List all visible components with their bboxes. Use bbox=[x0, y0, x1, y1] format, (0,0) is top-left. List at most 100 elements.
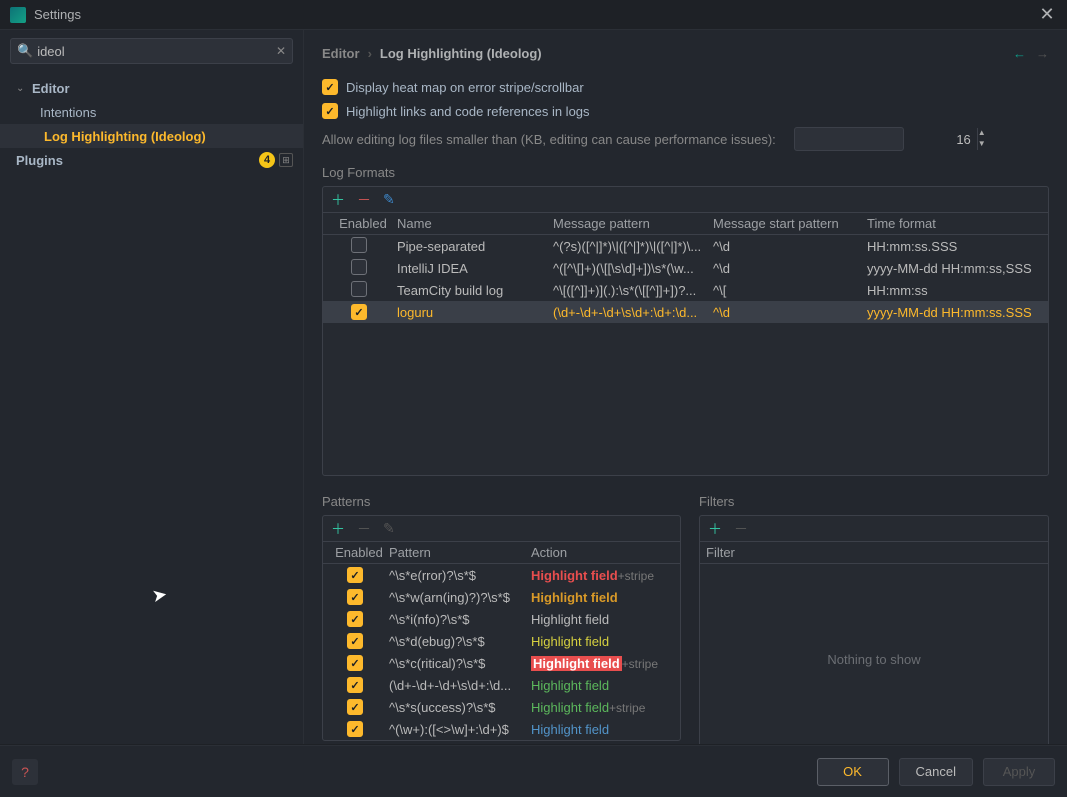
apply-button[interactable]: Apply bbox=[983, 758, 1055, 786]
table-row[interactable]: ^(\w+):([<>\w]+:\d+)$Highlight field bbox=[323, 718, 680, 740]
table-row[interactable]: ^\s*c(ritical)?\s*$Highlight field+strip… bbox=[323, 652, 680, 674]
spinner-down-icon[interactable]: ▼ bbox=[978, 139, 986, 150]
row-enabled-checkbox[interactable] bbox=[347, 633, 363, 649]
chevron-down-icon[interactable]: ⌄ bbox=[16, 83, 28, 94]
heatmap-checkbox[interactable] bbox=[322, 79, 338, 95]
table-row[interactable]: TeamCity build log^\[([^]]+)](.):\s*(\[[… bbox=[323, 279, 1048, 301]
col-filter: Filter bbox=[706, 545, 735, 560]
col-enabled: Enabled bbox=[329, 216, 397, 231]
row-enabled-checkbox[interactable] bbox=[347, 655, 363, 671]
cell-action: Highlight field bbox=[531, 678, 674, 693]
cell-start: ^\d bbox=[713, 305, 867, 320]
content-area: Editor › Log Highlighting (Ideolog) ← → … bbox=[304, 30, 1067, 744]
titlebar: Settings ✕ bbox=[0, 0, 1067, 30]
cell-time: yyyy-MM-dd HH:mm:ss,SSS bbox=[867, 261, 1042, 276]
nav-arrows: ← → bbox=[1013, 46, 1049, 61]
cell-action: Highlight field+stripe bbox=[531, 656, 674, 671]
cell-msg: ^\[([^]]+)](.):\s*(\[[^]]+])?... bbox=[553, 283, 713, 298]
highlight-preview: Highlight field bbox=[531, 634, 609, 649]
highlight-preview: Highlight field bbox=[531, 722, 609, 737]
formats-add-icon[interactable]: ＋ bbox=[331, 190, 345, 210]
help-icon[interactable]: ? bbox=[12, 759, 38, 785]
table-row[interactable]: ^\s*s(uccess)?\s*$Highlight field+stripe bbox=[323, 696, 680, 718]
filters-empty: Nothing to show bbox=[700, 564, 1048, 744]
search-input-wrap[interactable]: 🔍 ✕ bbox=[10, 38, 293, 64]
table-row[interactable]: Pipe-separated^(?s)([^|]*)\|([^|]*)\|([^… bbox=[323, 235, 1048, 257]
breadcrumb-root[interactable]: Editor bbox=[322, 46, 360, 61]
row-enabled-checkbox[interactable] bbox=[351, 237, 367, 253]
ok-button[interactable]: OK bbox=[817, 758, 889, 786]
filters-remove-icon[interactable]: － bbox=[734, 519, 748, 539]
formats-remove-icon[interactable]: － bbox=[357, 190, 371, 210]
table-row[interactable]: ^\s*i(nfo)?\s*$Highlight field bbox=[323, 608, 680, 630]
row-enabled-checkbox[interactable] bbox=[347, 677, 363, 693]
cell-time: HH:mm:ss.SSS bbox=[867, 239, 1042, 254]
patterns-add-icon[interactable]: ＋ bbox=[331, 519, 345, 539]
table-row[interactable]: loguru(\d+-\d+-\d+\s\d+:\d+:\d...^\dyyyy… bbox=[323, 301, 1048, 323]
cell-pattern: ^\s*s(uccess)?\s*$ bbox=[389, 700, 531, 715]
sidebar-item-log-highlighting-ideolog-[interactable]: Log Highlighting (Ideolog) bbox=[0, 124, 303, 148]
cell-pattern: (\d+-\d+-\d+\s\d+:\d... bbox=[389, 678, 531, 693]
row-enabled-checkbox[interactable] bbox=[347, 567, 363, 583]
highlight-preview: Highlight field bbox=[531, 678, 609, 693]
cell-msg: (\d+-\d+-\d+\s\d+:\d+:\d... bbox=[553, 305, 713, 320]
cell-time: HH:mm:ss bbox=[867, 283, 1042, 298]
filters-title: Filters bbox=[699, 494, 1049, 509]
table-row[interactable]: ^\s*d(ebug)?\s*$Highlight field bbox=[323, 630, 680, 652]
close-icon[interactable]: ✕ bbox=[1037, 4, 1057, 25]
filters-panel: ＋ － Filter Nothing to show bbox=[699, 515, 1049, 744]
sidebar-item-plugins[interactable]: Plugins4⊞ bbox=[0, 148, 303, 172]
cell-name: TeamCity build log bbox=[397, 283, 553, 298]
filters-add-icon[interactable]: ＋ bbox=[708, 519, 722, 539]
links-label: Highlight links and code references in l… bbox=[346, 104, 590, 119]
cell-pattern: ^\s*d(ebug)?\s*$ bbox=[389, 634, 531, 649]
cell-time: yyyy-MM-dd HH:mm:ss.SSS bbox=[867, 305, 1042, 320]
sidebar-item-intentions[interactable]: Intentions bbox=[0, 100, 303, 124]
settings-tree: ⌄ Editor IntentionsLog Highlighting (Ideol… bbox=[0, 72, 303, 176]
cell-action: Highlight field bbox=[531, 722, 674, 737]
col-p-action: Action bbox=[531, 545, 674, 560]
row-enabled-checkbox[interactable] bbox=[347, 589, 363, 605]
cell-name: IntelliJ IDEA bbox=[397, 261, 553, 276]
clear-search-icon[interactable]: ✕ bbox=[276, 44, 286, 58]
nav-back-icon[interactable]: ← bbox=[1013, 46, 1026, 61]
row-enabled-checkbox[interactable] bbox=[347, 721, 363, 737]
table-row[interactable]: ^\s*e(rror)?\s*$Highlight field+stripe bbox=[323, 564, 680, 586]
table-row[interactable]: (\d+-\d+-\d+\s\d+:\d...Highlight field bbox=[323, 674, 680, 696]
cell-start: ^\[ bbox=[713, 283, 867, 298]
cell-msg: ^([^\[]+)(\[[\s\d]+])\s*(\w... bbox=[553, 261, 713, 276]
row-enabled-checkbox[interactable] bbox=[347, 611, 363, 627]
patterns-edit-icon[interactable]: ✎ bbox=[383, 520, 395, 537]
log-formats-title: Log Formats bbox=[322, 165, 1049, 180]
cell-name: loguru bbox=[397, 305, 553, 320]
col-start: Message start pattern bbox=[713, 216, 867, 231]
window-title: Settings bbox=[34, 7, 1037, 22]
breadcrumb-current: Log Highlighting (Ideolog) bbox=[380, 46, 542, 61]
formats-edit-icon[interactable]: ✎ bbox=[383, 191, 395, 208]
cell-action: Highlight field bbox=[531, 590, 674, 605]
spinner-up-icon[interactable]: ▲ bbox=[978, 128, 986, 139]
tree-item-label: Editor bbox=[32, 81, 293, 96]
app-icon bbox=[10, 7, 26, 23]
row-enabled-checkbox[interactable] bbox=[351, 259, 367, 275]
patterns-remove-icon[interactable]: － bbox=[357, 519, 371, 539]
table-row[interactable]: ^\s*w(arn(ing)?)?\s*$Highlight field bbox=[323, 586, 680, 608]
row-enabled-checkbox[interactable] bbox=[351, 281, 367, 297]
sidebar-item-editor[interactable]: ⌄ Editor bbox=[0, 76, 303, 100]
cell-name: Pipe-separated bbox=[397, 239, 553, 254]
cell-pattern: ^\s*c(ritical)?\s*$ bbox=[389, 656, 531, 671]
search-icon: 🔍 bbox=[17, 43, 33, 59]
editsize-input-wrap[interactable]: ▲ ▼ bbox=[794, 127, 904, 151]
links-checkbox[interactable] bbox=[322, 103, 338, 119]
cell-action: Highlight field+stripe bbox=[531, 568, 674, 583]
cell-pattern: ^\s*w(arn(ing)?)?\s*$ bbox=[389, 590, 531, 605]
row-enabled-checkbox[interactable] bbox=[351, 304, 367, 320]
stripe-label: +stripe bbox=[618, 569, 654, 583]
cancel-button[interactable]: Cancel bbox=[899, 758, 973, 786]
nav-forward-icon[interactable]: → bbox=[1036, 46, 1049, 61]
table-row[interactable]: IntelliJ IDEA^([^\[]+)(\[[\s\d]+])\s*(\w… bbox=[323, 257, 1048, 279]
cell-start: ^\d bbox=[713, 239, 867, 254]
row-enabled-checkbox[interactable] bbox=[347, 699, 363, 715]
search-input[interactable] bbox=[37, 44, 276, 59]
editsize-input[interactable] bbox=[795, 132, 977, 147]
